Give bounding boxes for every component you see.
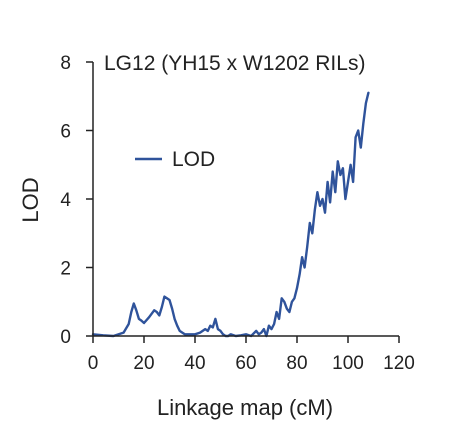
x-tick-label: 20 (133, 353, 154, 374)
x-tick-label: 80 (286, 353, 307, 374)
y-tick-label: 0 (60, 327, 71, 348)
y-tick-label: 4 (60, 190, 71, 211)
y-tick-label: 2 (60, 259, 71, 280)
legend: LOD (135, 148, 215, 171)
plot-area (91, 91, 370, 338)
x-tick-label: 100 (332, 353, 364, 374)
y-axis-title: LOD (18, 177, 43, 222)
chart-title: LG12 (YH15 x W1202 RILs) (104, 52, 365, 75)
x-tick-label: 60 (235, 353, 256, 374)
x-tick-label: 0 (88, 353, 99, 374)
x-ticks: 0 20 40 60 80 100 120 (88, 336, 415, 374)
y-tick-label: 6 (60, 122, 71, 143)
y-tick-label: 8 (60, 53, 71, 74)
x-tick-label: 40 (184, 353, 205, 374)
legend-label-lod: LOD (172, 148, 215, 171)
x-axis-title: Linkage map (cM) (157, 395, 333, 420)
y-ticks: 0 2 4 6 8 (60, 53, 93, 348)
x-tick-label: 120 (383, 353, 415, 374)
series-line-lod (91, 91, 370, 338)
